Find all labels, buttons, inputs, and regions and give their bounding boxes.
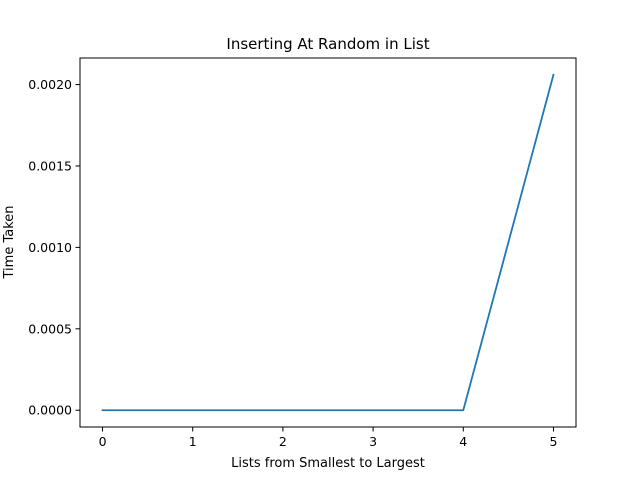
y-axis-label: Time Taken xyxy=(2,205,17,279)
ticks: 0 1 2 3 4 5 0.0000 0.0005 0.0010 0.0015 0.0020 xyxy=(28,77,557,449)
y-tick-label: 0.0005 xyxy=(28,321,72,336)
chart-title: Inserting At Random in List xyxy=(226,35,429,53)
y-tick-label: 0.0000 xyxy=(28,403,72,418)
series-line xyxy=(101,73,555,412)
x-tick-label: 2 xyxy=(279,434,287,449)
x-tick-label: 3 xyxy=(369,434,377,449)
x-tick-label: 0 xyxy=(99,434,107,449)
plot-frame xyxy=(79,57,577,428)
x-axis-label: Lists from Smallest to Largest xyxy=(231,456,425,471)
x-tick-label: 4 xyxy=(459,434,467,449)
y-tick-label: 0.0020 xyxy=(28,77,72,92)
x-tick-label: 5 xyxy=(549,434,557,449)
y-tick-label: 0.0015 xyxy=(28,158,72,173)
x-tick-label: 1 xyxy=(189,434,197,449)
y-tick-label: 0.0010 xyxy=(28,240,72,255)
